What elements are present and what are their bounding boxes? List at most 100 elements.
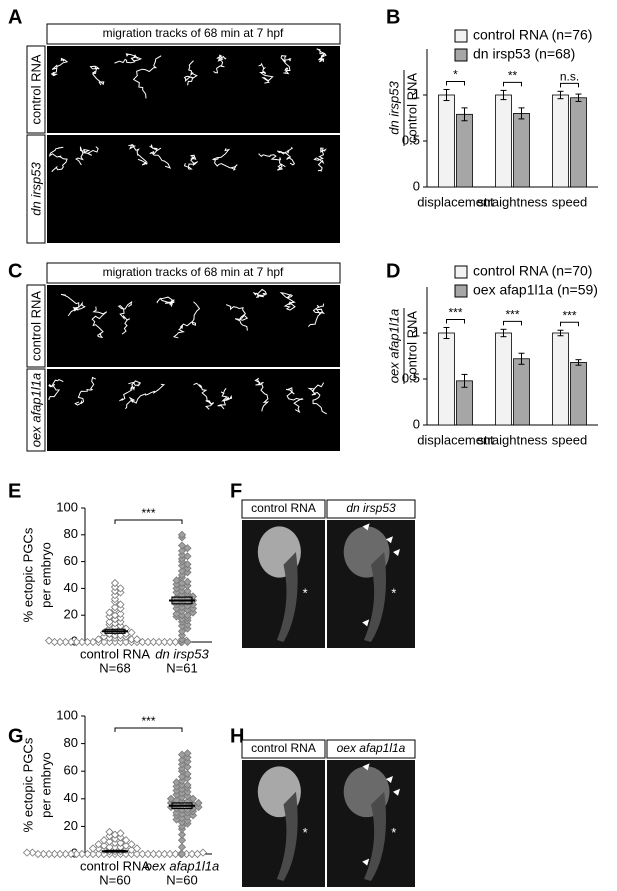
migration-track (183, 60, 198, 86)
image-label: dn irsp53 (346, 501, 396, 515)
data-point (198, 848, 208, 857)
data-point (110, 578, 120, 588)
migration-track (258, 62, 274, 84)
migration-track (252, 288, 268, 299)
row-label-box (26, 368, 46, 452)
migration-track (277, 146, 296, 166)
row-label-box (26, 284, 46, 368)
track-image (47, 369, 340, 451)
data-point (165, 637, 175, 647)
bar (456, 113, 473, 188)
data-point (160, 849, 169, 859)
data-point (116, 838, 125, 848)
data-point (183, 577, 192, 586)
data-point (172, 609, 181, 618)
data-point (194, 803, 203, 812)
data-point (94, 635, 103, 644)
significance-label: *** (141, 506, 155, 520)
bar (495, 332, 512, 426)
x-tick-label: oex afap1l1a (145, 858, 219, 873)
arrowhead (393, 549, 400, 556)
data-point (94, 840, 103, 849)
row-label-box (26, 134, 46, 244)
image-marker: * (391, 825, 396, 840)
significance-bracket (560, 321, 579, 327)
x-tick-label: straightness (477, 432, 548, 447)
x-tick-label: control RNA (80, 646, 150, 661)
legend-label: control RNA (n=70) (473, 263, 592, 279)
migration-track (114, 53, 143, 64)
data-point (177, 822, 187, 831)
data-point (160, 637, 169, 647)
migration-track (172, 301, 201, 339)
data-point (193, 849, 202, 859)
panel-label: D (386, 260, 400, 282)
legend-label: control RNA (n=76) (473, 27, 592, 43)
panel-label: F (230, 480, 242, 502)
data-point (183, 611, 192, 620)
data-point (143, 849, 153, 859)
arrowhead (362, 858, 370, 866)
significance-label: *** (448, 306, 462, 320)
significance-bracket (560, 82, 579, 88)
migration-track (117, 301, 133, 335)
y-tick-label: 40 (64, 790, 78, 805)
data-point (105, 608, 114, 617)
significance-bracket (446, 318, 465, 324)
data-point (44, 636, 54, 645)
data-point (183, 544, 192, 553)
x-tick-label: dn irsp53 (155, 646, 209, 661)
migration-track (48, 146, 68, 172)
x-tick-label: speed (552, 432, 587, 447)
y-tick-label: 40 (64, 580, 78, 595)
y-tick-label: 0 (413, 178, 420, 193)
data-point (177, 541, 187, 550)
y-tick-label: 1 (413, 324, 420, 339)
data-point (61, 637, 70, 647)
embryo-tail (276, 791, 298, 881)
x-tick-label: displacement (417, 194, 494, 209)
data-point (66, 849, 76, 859)
y-label-numerator: dn irsp53 (386, 80, 401, 134)
data-point (127, 635, 136, 644)
data-point (127, 628, 136, 637)
migration-track (132, 55, 162, 99)
x-tick-label: straightness (477, 194, 548, 209)
arrowhead (385, 776, 393, 784)
significance-bracket (503, 320, 522, 326)
data-point (183, 816, 192, 825)
migration-track (48, 379, 64, 400)
y-tick-label: 20 (64, 607, 78, 622)
data-point (77, 849, 87, 859)
migration-track (307, 382, 328, 415)
data-point (177, 627, 187, 636)
significance-label: *** (141, 714, 155, 728)
data-point (116, 600, 125, 609)
bar (438, 332, 455, 426)
image-label: control RNA (251, 501, 316, 515)
data-point (138, 637, 147, 647)
image-label-box (241, 739, 326, 759)
data-point (187, 849, 197, 859)
data-point (132, 849, 142, 859)
data-point (171, 849, 180, 859)
data-point (66, 637, 76, 647)
image-label-box (326, 499, 416, 519)
data-point (77, 637, 87, 647)
data-point (33, 849, 43, 859)
legend-swatch (454, 48, 468, 62)
migration-track (316, 48, 327, 63)
panel-header: migration tracks of 68 min at 7 hpf (103, 26, 284, 40)
migration-track (279, 291, 296, 311)
data-point (183, 749, 192, 758)
n-label: N=61 (166, 660, 197, 675)
data-point (55, 637, 65, 647)
data-point (50, 849, 59, 859)
embryo-tail (363, 791, 387, 881)
header-box (46, 262, 341, 284)
x-tick-label: displacement (417, 432, 494, 447)
data-point (94, 849, 103, 859)
y-label-denominator: control RNA (404, 311, 419, 381)
data-point (183, 780, 192, 790)
